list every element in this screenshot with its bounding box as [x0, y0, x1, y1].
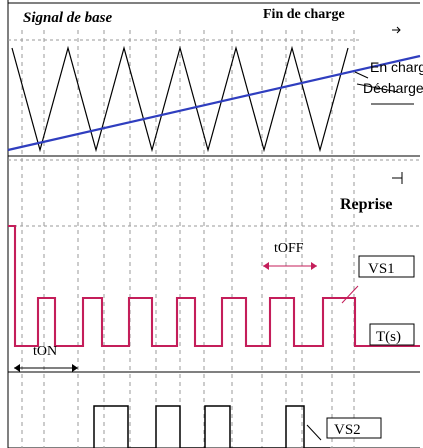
signal-de-base-label: Signal de base — [23, 10, 113, 26]
vertical-dashed-grid — [21, 30, 355, 448]
vs2-box — [326, 417, 382, 439]
horizontal-dashed-guides — [8, 39, 420, 227]
ts-box — [369, 323, 415, 346]
pwm-signal-main — [8, 224, 420, 348]
vs1-pointer — [341, 285, 359, 304]
vs1-box — [358, 255, 415, 278]
t-on-label: tON — [33, 344, 57, 359]
vs2-label: VS2 — [334, 422, 361, 438]
pwm-signal-lower — [93, 405, 330, 448]
ts-label: T(s) — [376, 329, 401, 345]
reference-line — [7, 54, 421, 152]
fin-de-charge-label: Fin de charge — [263, 7, 345, 22]
triangle-wave — [11, 45, 349, 153]
decharge-label: Décharge — [363, 80, 423, 96]
reprise-label: Reprise — [340, 196, 392, 213]
frame-lines — [7, 0, 420, 448]
t-on-arrow — [14, 364, 78, 372]
pointer-marks — [306, 26, 414, 441]
en-charge-label: En charge — [370, 59, 423, 75]
t-off-arrow — [263, 262, 317, 270]
t-off-label: tOFF — [274, 241, 304, 256]
vs1-label: VS1 — [368, 261, 395, 277]
